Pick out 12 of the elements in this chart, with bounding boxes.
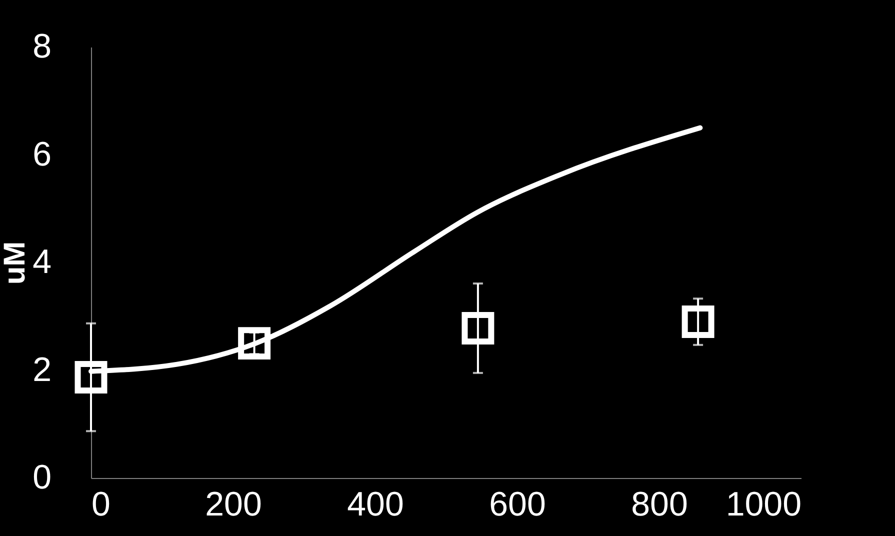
x-tick-label: 400 <box>347 486 404 524</box>
x-tick-label: 1000 <box>726 486 802 524</box>
y-tick-label: 2 <box>32 350 52 389</box>
y-axis-title: uM <box>0 241 32 285</box>
x-tick-label: 800 <box>631 486 688 524</box>
y-tick-label: 0 <box>32 458 52 496</box>
y-tick-label: 4 <box>32 243 52 281</box>
x-tick-label: 0 <box>92 486 110 524</box>
y-tick-label: 8 <box>32 28 52 66</box>
x-tick-label: 200 <box>205 486 262 524</box>
y-tick-label: 6 <box>32 135 52 174</box>
x-tick-label: 600 <box>489 486 546 524</box>
